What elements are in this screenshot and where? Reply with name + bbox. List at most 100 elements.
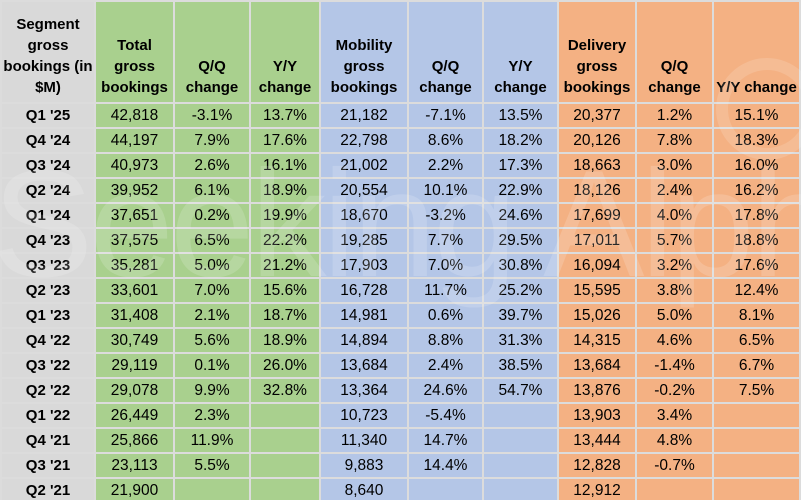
table-row: Q4 '24 44,197 7.9% 17.6% 22,798 8.6% 18.2% 20,1…: [2, 129, 799, 152]
cell-delivery-gross-bookings: 12,912: [559, 479, 635, 500]
cell-mobility-qq-change: 7.7%: [409, 229, 482, 252]
cell-mobility-yy-change: 30.8%: [484, 254, 557, 277]
cell-mobility-gross-bookings: 18,670: [321, 204, 407, 227]
row-label-quarter: Q3 '23: [2, 254, 94, 277]
cell-delivery-gross-bookings: 18,663: [559, 154, 635, 177]
cell-total-gross-bookings: 44,197: [96, 129, 173, 152]
cell-total-gross-bookings: 23,113: [96, 454, 173, 477]
header-mobility-qq-change: Q/Q change: [409, 2, 482, 102]
cell-delivery-qq-change: 3.4%: [637, 404, 712, 427]
cell-delivery-qq-change: 1.2%: [637, 104, 712, 127]
cell-total-yy-change: 26.0%: [251, 354, 319, 377]
cell-total-gross-bookings: 40,973: [96, 154, 173, 177]
header-total-yy-change: Y/Y change: [251, 2, 319, 102]
cell-delivery-yy-change: 16.2%: [714, 179, 799, 202]
cell-delivery-qq-change: 3.0%: [637, 154, 712, 177]
cell-total-gross-bookings: 29,119: [96, 354, 173, 377]
cell-mobility-yy-change: 25.2%: [484, 279, 557, 302]
cell-mobility-qq-change: -3.2%: [409, 204, 482, 227]
cell-total-qq-change: 6.1%: [175, 179, 249, 202]
cell-delivery-qq-change: 4.0%: [637, 204, 712, 227]
cell-delivery-yy-change: [714, 454, 799, 477]
cell-total-gross-bookings: 25,866: [96, 429, 173, 452]
cell-mobility-gross-bookings: 20,554: [321, 179, 407, 202]
cell-total-qq-change: 6.5%: [175, 229, 249, 252]
cell-total-qq-change: 11.9%: [175, 429, 249, 452]
cell-total-yy-change: 32.8%: [251, 379, 319, 402]
cell-delivery-yy-change: 17.8%: [714, 204, 799, 227]
cell-total-gross-bookings: 30,749: [96, 329, 173, 352]
table-body: Q1 '25 42,818 -3.1% 13.7% 21,182 -7.1% 13.5% 20…: [2, 104, 799, 500]
cell-mobility-yy-change: [484, 404, 557, 427]
cell-delivery-gross-bookings: 13,876: [559, 379, 635, 402]
cell-total-yy-change: 18.9%: [251, 329, 319, 352]
cell-delivery-yy-change: 8.1%: [714, 304, 799, 327]
table-row: Q2 '21 21,900 8,640 12,912: [2, 479, 799, 500]
cell-delivery-qq-change: -0.7%: [637, 454, 712, 477]
cell-total-gross-bookings: 39,952: [96, 179, 173, 202]
table-row: Q3 '24 40,973 2.6% 16.1% 21,002 2.2% 17.3% 18,6…: [2, 154, 799, 177]
cell-total-yy-change: 17.6%: [251, 129, 319, 152]
cell-total-gross-bookings: 42,818: [96, 104, 173, 127]
cell-mobility-yy-change: 18.2%: [484, 129, 557, 152]
cell-total-qq-change: 2.3%: [175, 404, 249, 427]
cell-mobility-gross-bookings: 17,903: [321, 254, 407, 277]
cell-delivery-gross-bookings: 13,903: [559, 404, 635, 427]
cell-total-yy-change: 19.9%: [251, 204, 319, 227]
cell-mobility-yy-change: [484, 429, 557, 452]
cell-delivery-gross-bookings: 13,684: [559, 354, 635, 377]
cell-delivery-gross-bookings: 12,828: [559, 454, 635, 477]
cell-mobility-yy-change: 22.9%: [484, 179, 557, 202]
cell-mobility-yy-change: 13.5%: [484, 104, 557, 127]
corner-header: Segment gross bookings (in $M): [2, 2, 94, 102]
cell-total-yy-change: [251, 404, 319, 427]
table-row: Q4 '21 25,866 11.9% 11,340 14.7% 13,444 4.8%: [2, 429, 799, 452]
table-row: Q1 '22 26,449 2.3% 10,723 -5.4% 13,903 3.4%: [2, 404, 799, 427]
cell-mobility-gross-bookings: 8,640: [321, 479, 407, 500]
cell-total-gross-bookings: 29,078: [96, 379, 173, 402]
cell-delivery-qq-change: 4.6%: [637, 329, 712, 352]
row-label-quarter: Q3 '24: [2, 154, 94, 177]
cell-total-qq-change: 7.0%: [175, 279, 249, 302]
row-label-quarter: Q2 '21: [2, 479, 94, 500]
cell-delivery-yy-change: 6.5%: [714, 329, 799, 352]
header-row: Segment gross bookings (in $M) Total gro…: [2, 2, 799, 102]
header-delivery-qq-change: Q/Q change: [637, 2, 712, 102]
cell-delivery-gross-bookings: 20,126: [559, 129, 635, 152]
cell-total-yy-change: 18.9%: [251, 179, 319, 202]
cell-mobility-gross-bookings: 13,684: [321, 354, 407, 377]
cell-mobility-qq-change: [409, 479, 482, 500]
cell-total-qq-change: 0.2%: [175, 204, 249, 227]
cell-mobility-gross-bookings: 14,981: [321, 304, 407, 327]
cell-delivery-qq-change: 5.7%: [637, 229, 712, 252]
row-label-quarter: Q3 '22: [2, 354, 94, 377]
cell-total-qq-change: 5.0%: [175, 254, 249, 277]
cell-total-gross-bookings: 37,575: [96, 229, 173, 252]
cell-total-qq-change: -3.1%: [175, 104, 249, 127]
cell-mobility-gross-bookings: 22,798: [321, 129, 407, 152]
cell-total-gross-bookings: 33,601: [96, 279, 173, 302]
table-row: Q2 '22 29,078 9.9% 32.8% 13,364 24.6% 54.7% 13,…: [2, 379, 799, 402]
table-row: Q1 '23 31,408 2.1% 18.7% 14,981 0.6% 39.7% 15,0…: [2, 304, 799, 327]
cell-total-yy-change: [251, 429, 319, 452]
row-label-quarter: Q4 '21: [2, 429, 94, 452]
table-row: Q4 '23 37,575 6.5% 22.2% 19,285 7.7% 29.5% 17,0…: [2, 229, 799, 252]
cell-mobility-gross-bookings: 14,894: [321, 329, 407, 352]
cell-mobility-qq-change: 14.7%: [409, 429, 482, 452]
table-row: Q3 '22 29,119 0.1% 26.0% 13,684 2.4% 38.5% 13,6…: [2, 354, 799, 377]
row-label-quarter: Q3 '21: [2, 454, 94, 477]
row-label-quarter: Q4 '24: [2, 129, 94, 152]
cell-delivery-yy-change: [714, 429, 799, 452]
cell-delivery-yy-change: 18.8%: [714, 229, 799, 252]
row-label-quarter: Q4 '23: [2, 229, 94, 252]
table-row: Q2 '24 39,952 6.1% 18.9% 20,554 10.1% 22.9% 18,…: [2, 179, 799, 202]
cell-delivery-gross-bookings: 16,094: [559, 254, 635, 277]
cell-delivery-yy-change: 15.1%: [714, 104, 799, 127]
cell-total-yy-change: [251, 454, 319, 477]
cell-mobility-yy-change: 29.5%: [484, 229, 557, 252]
cell-delivery-yy-change: 12.4%: [714, 279, 799, 302]
table-row: Q4 '22 30,749 5.6% 18.9% 14,894 8.8% 31.3% 14,3…: [2, 329, 799, 352]
cell-delivery-gross-bookings: 17,011: [559, 229, 635, 252]
